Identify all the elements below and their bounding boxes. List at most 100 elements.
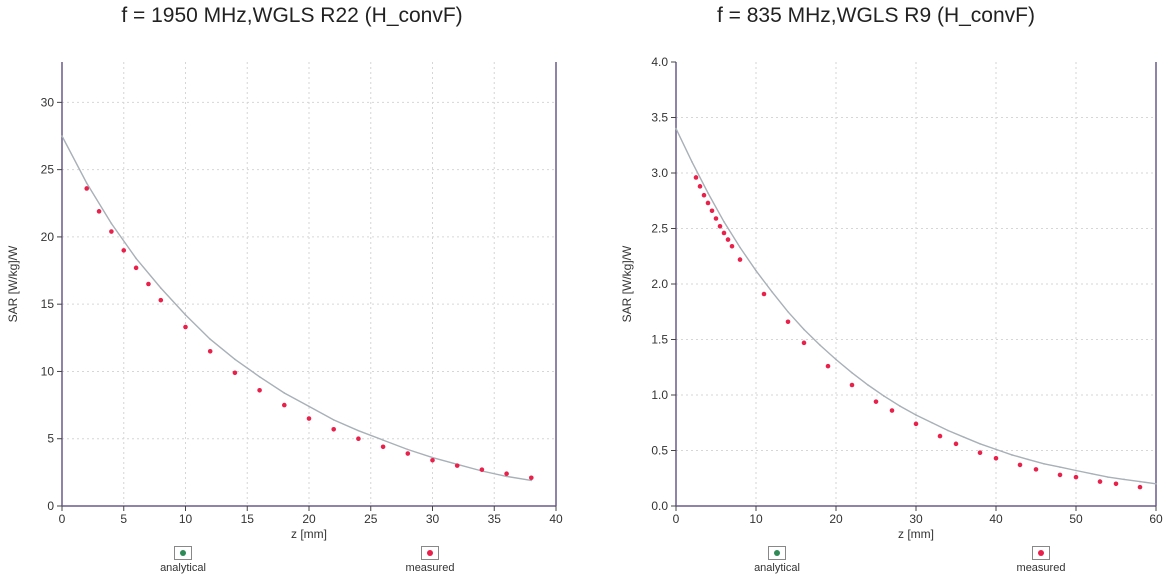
measured-point	[1017, 462, 1023, 468]
measured-point	[109, 229, 114, 234]
x-axis-label: z [mm]	[291, 527, 327, 541]
measured-point	[737, 257, 743, 262]
measured-point	[430, 457, 435, 463]
x-tick-label: 10	[749, 512, 763, 526]
analytical-point	[160, 287, 162, 289]
x-tick-label: 40	[989, 512, 1003, 526]
measured-point	[1073, 474, 1079, 480]
analytical-point	[1027, 458, 1029, 461]
analytical-point	[787, 310, 789, 313]
x-tick-label: 35	[488, 512, 502, 526]
analytical-point	[184, 314, 187, 316]
analytical-point	[915, 414, 917, 416]
x-tick-label: 30	[426, 512, 440, 526]
analytical-point	[332, 419, 335, 421]
x-tick-label: 0	[59, 512, 66, 526]
measured-point	[96, 209, 102, 214]
measured-point	[158, 297, 164, 303]
x-tick-label: 10	[179, 512, 193, 526]
analytical-point	[1043, 463, 1045, 465]
measured-point	[825, 363, 831, 369]
analytical-point	[851, 372, 853, 374]
analytical-point	[258, 376, 261, 378]
x-axis-label: z [mm]	[898, 527, 934, 541]
x-tick-label: 25	[364, 512, 378, 526]
legend-measured: measured	[996, 546, 1086, 574]
measured-point	[761, 291, 767, 297]
measured-point	[725, 237, 731, 242]
analytical-point	[85, 182, 88, 184]
analytical-point	[739, 246, 741, 249]
legend-analytical: analytical	[138, 546, 228, 574]
analytical-point	[234, 358, 236, 361]
y-tick-label: 0	[47, 499, 54, 513]
analytical-point	[803, 328, 805, 331]
y-tick-label: 2.0	[651, 277, 668, 291]
measured-point	[232, 370, 238, 376]
legend-measured-swatch	[421, 546, 439, 560]
analytical-point	[899, 405, 901, 407]
analytical-point	[1107, 476, 1109, 478]
measured-point	[993, 455, 999, 461]
measured-point	[282, 402, 287, 408]
analytical-point	[308, 405, 310, 408]
x-tick-label: 20	[829, 512, 843, 526]
analytical-point	[675, 127, 677, 130]
measured-point	[937, 433, 943, 439]
measured-point	[913, 421, 919, 427]
measured-point	[207, 348, 213, 354]
analytical-point	[530, 479, 533, 482]
y-tick-label: 0.0	[651, 499, 668, 513]
analytical-point	[505, 475, 508, 478]
legend-analytical-swatch	[174, 546, 192, 560]
measured-point	[873, 399, 879, 404]
measured-point	[183, 324, 188, 330]
analytical-point	[407, 448, 409, 451]
x-tick-label: 20	[302, 512, 316, 526]
measured-point	[713, 216, 719, 221]
analytical-point	[1011, 454, 1013, 456]
y-tick-label: 25	[41, 163, 55, 177]
analytical-point	[723, 221, 725, 223]
x-tick-label: 30	[909, 512, 923, 526]
chart-panel-right: f = 835 MHz,WGLS R9 (H_convF) 0 10 20 30 40 5…	[584, 0, 1168, 585]
analytical-point	[431, 456, 434, 459]
measured-point	[1057, 472, 1063, 478]
analytical-point	[357, 429, 360, 432]
measured-point	[785, 319, 791, 325]
chart-plot-right: 0 10 20 30 40 50 60 0.0 0.5 1.0 1.5 2.0 2.5 3.0 3.5 4.0…	[620, 55, 1163, 541]
analytical-point	[1091, 473, 1093, 475]
measured-point	[121, 248, 127, 253]
y-tick-label: 3.0	[651, 166, 668, 180]
legend-analytical-label: analytical	[754, 562, 800, 574]
measured-point	[1097, 479, 1103, 484]
analytical-point	[947, 429, 949, 432]
measured-point	[717, 223, 723, 229]
y-tick-label: 1.0	[651, 388, 668, 402]
chart-panel-left: f = 1950 MHz,WGLS R22 (H_convF) 0 5 10 15 20…	[6, 4, 563, 574]
y-tick-label: 10	[41, 364, 55, 378]
analytical-point	[61, 135, 63, 137]
measured-point	[721, 230, 727, 236]
measured-point	[1137, 484, 1143, 490]
analytical-point	[707, 192, 709, 194]
analytical-point	[963, 436, 965, 438]
analytical-point	[1123, 478, 1125, 481]
analytical-point	[995, 448, 997, 451]
measured-point	[133, 265, 139, 271]
analytical-curve	[675, 128, 1157, 485]
y-axis-label: SAR [W/kg]/W	[6, 245, 20, 322]
analytical-point	[283, 392, 286, 394]
legend-analytical: analytical	[732, 546, 822, 574]
chart-title: f = 835 MHz,WGLS R9 (H_convF)	[716, 4, 1035, 27]
measured-point	[454, 463, 460, 468]
x-tick-label: 0	[673, 512, 680, 526]
y-tick-label: 0.5	[651, 444, 668, 458]
measured-point	[709, 208, 715, 214]
chart-title: f = 1950 MHz,WGLS R22 (H_convF)	[121, 4, 463, 27]
measured-point	[693, 175, 699, 180]
analytical-point	[867, 384, 869, 386]
analytical-point	[1075, 469, 1077, 472]
measured-point	[306, 416, 312, 421]
legend-measured-label: measured	[405, 562, 455, 574]
